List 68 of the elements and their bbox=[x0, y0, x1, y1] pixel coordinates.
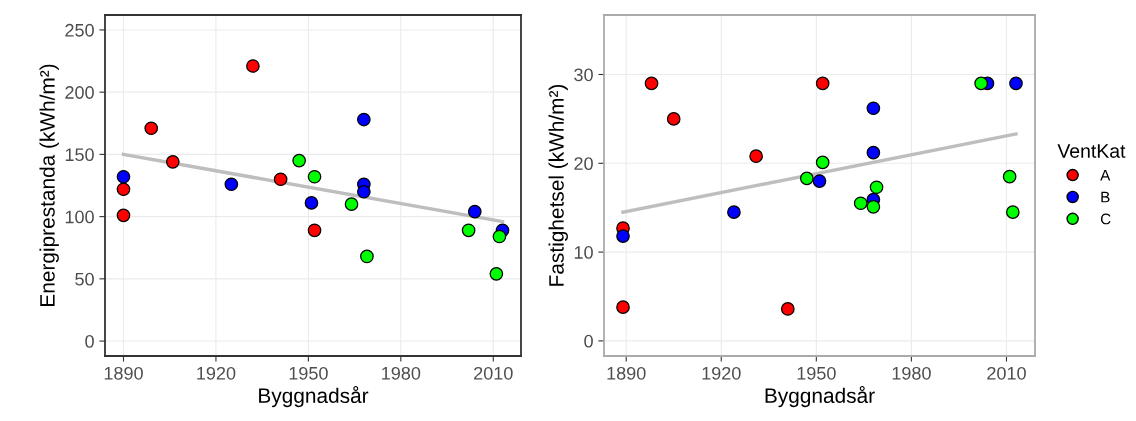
point bbox=[1002, 169, 1017, 184]
point bbox=[360, 249, 374, 264]
point bbox=[292, 153, 306, 168]
point bbox=[1005, 205, 1020, 219]
point bbox=[467, 204, 482, 219]
point bbox=[116, 208, 131, 223]
point bbox=[780, 302, 795, 316]
point bbox=[357, 184, 371, 199]
point bbox=[273, 172, 288, 187]
point bbox=[344, 197, 359, 212]
x-tick-label: 1950 bbox=[797, 366, 836, 380]
point bbox=[357, 112, 371, 127]
x-tick-label: 1950 bbox=[289, 366, 328, 380]
point bbox=[489, 267, 504, 281]
point bbox=[869, 180, 884, 195]
point bbox=[866, 145, 881, 160]
y-axis-title: Energiprestanda (kWh/m²) bbox=[39, 64, 59, 306]
legend-label: B bbox=[1101, 191, 1110, 203]
y-tick-label: 250 bbox=[65, 23, 94, 37]
point bbox=[644, 76, 659, 91]
x-tick-label: 1890 bbox=[104, 366, 143, 380]
y-tick-label: 50 bbox=[75, 272, 94, 286]
point bbox=[116, 169, 131, 184]
y-tick-label: 100 bbox=[65, 210, 94, 224]
x-tick-label: 1980 bbox=[892, 366, 931, 380]
point bbox=[144, 121, 159, 136]
legend-label: C bbox=[1100, 213, 1111, 225]
point bbox=[812, 174, 827, 188]
point bbox=[616, 229, 630, 243]
point bbox=[461, 223, 476, 238]
point bbox=[866, 199, 881, 214]
point bbox=[304, 196, 319, 210]
point bbox=[727, 205, 741, 219]
point bbox=[815, 76, 830, 91]
point bbox=[616, 300, 630, 314]
point bbox=[246, 59, 260, 73]
legend-label: A bbox=[1100, 169, 1111, 181]
x-tick-label: 2010 bbox=[987, 366, 1026, 380]
point bbox=[492, 229, 507, 244]
y-tick-label: 10 bbox=[574, 246, 593, 259]
y-tick-label: 20 bbox=[574, 157, 593, 171]
y-tick-label: 150 bbox=[65, 148, 94, 162]
point bbox=[116, 182, 131, 197]
point bbox=[974, 76, 988, 91]
y-tick-label: 0 bbox=[584, 334, 593, 348]
x-tick-label: 2010 bbox=[474, 366, 513, 380]
point bbox=[307, 169, 322, 184]
point bbox=[749, 149, 763, 164]
point bbox=[165, 155, 180, 169]
x-axis-title: Byggnadsår bbox=[259, 386, 369, 408]
point bbox=[815, 155, 830, 170]
point bbox=[307, 223, 322, 238]
x-tick-label: 1890 bbox=[607, 366, 646, 380]
legend-title: VentKat bbox=[1057, 144, 1126, 158]
point bbox=[1009, 76, 1023, 91]
y-tick-label: 30 bbox=[574, 68, 593, 82]
y-tick-label: 0 bbox=[85, 335, 94, 348]
y-axis-title: Fastighetsel (kWh/m²) bbox=[548, 84, 568, 286]
point bbox=[866, 101, 881, 116]
x-tick-label: 1980 bbox=[382, 366, 421, 380]
x-axis-title: Byggnadsår bbox=[765, 386, 875, 408]
point bbox=[666, 112, 681, 126]
point bbox=[799, 171, 814, 186]
point bbox=[224, 177, 239, 192]
point bbox=[853, 196, 868, 211]
x-tick-label: 1920 bbox=[702, 366, 741, 380]
x-tick-label: 1920 bbox=[197, 366, 236, 380]
y-tick-label: 200 bbox=[65, 86, 94, 99]
